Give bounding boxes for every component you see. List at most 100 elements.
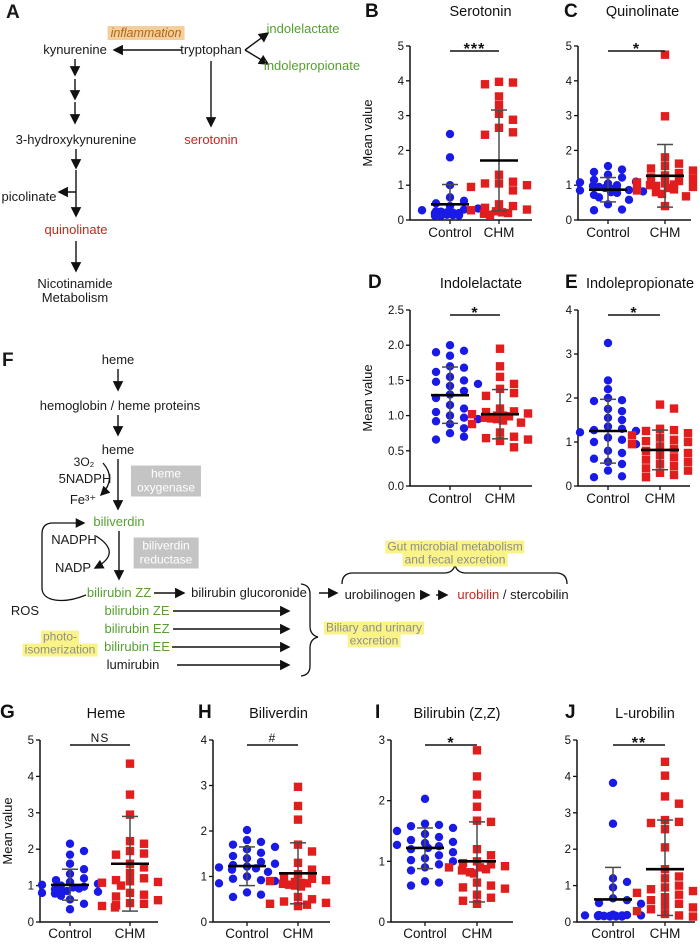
panel-B-chart: B Serotonin Mean value 0 1 2 3 4 5 Control CHM ***: [360, 1, 532, 240]
heme2-label: heme: [101, 442, 135, 457]
biliary-excretion-label1: Biliary and urinary: [323, 620, 425, 635]
svg-text:1.0: 1.0: [388, 411, 404, 423]
panel-H-xlabel-Control: Control: [225, 926, 269, 941]
panel-G-errorbar-Control: [51, 868, 89, 901]
svg-text:4: 4: [28, 771, 35, 783]
panel-C-sig-text: *: [633, 41, 640, 58]
svg-text:1: 1: [566, 180, 572, 192]
svg-text:3: 3: [379, 735, 385, 747]
panel-E-errorbar-Control: [589, 398, 627, 464]
panel-I-errorbar-CHM: [458, 821, 496, 903]
svg-text:3: 3: [566, 111, 572, 123]
panel-C-letter: C: [564, 1, 578, 22]
panel-D-sig-text: *: [471, 305, 478, 322]
bilirubin-glucoronide-label: bilirubin glucoronide: [191, 585, 307, 600]
panel-B-sig-text: ***: [464, 41, 486, 58]
panel-E-points-Control: [575, 338, 641, 482]
photoisomerization-label2: isomerization: [22, 642, 98, 657]
panel-D-errorbar-CHM: [481, 388, 519, 440]
svg-text:5: 5: [565, 735, 571, 747]
panel-G-errorbar-CHM: [111, 815, 149, 912]
svg-text:4: 4: [565, 771, 572, 783]
panel-C-errorbar-CHM: [646, 143, 684, 208]
panel-I-letter: I: [375, 702, 380, 723]
panel-B-xlabel-CHM: CHM: [484, 225, 515, 240]
svg-text:2: 2: [201, 826, 207, 838]
panel-B-errorbar-CHM: [480, 109, 518, 212]
panel-B-errorbar-Control: [431, 183, 469, 206]
panel-B-xlabel-Control: Control: [428, 225, 472, 240]
panel-C-errorbar-Control: [589, 176, 627, 203]
indolepropionate-label: indolepropionate: [263, 58, 361, 73]
panel-H-errorbar-Control: [228, 846, 266, 887]
svg-text:2: 2: [398, 145, 404, 157]
panel-J-title: L-urobilin: [615, 706, 675, 722]
panel-G-letter: G: [0, 702, 15, 723]
panel-D-xlabel-CHM: CHM: [485, 491, 516, 506]
svg-text:3: 3: [565, 808, 571, 820]
panel-I-chart: I Bilirubin (Z,Z) 0 1 2 3 Control CHM *: [375, 702, 513, 941]
svg-text:0: 0: [398, 215, 404, 227]
nadph5-label: 5NADPH: [58, 471, 112, 486]
panel-H-errorbar-CHM: [279, 842, 317, 905]
svg-text:4: 4: [201, 735, 208, 747]
panel-D-ylabel: Mean value: [360, 364, 375, 431]
svg-text:1: 1: [379, 856, 385, 868]
panel-E-letter: E: [565, 272, 578, 293]
hydroxykynurenine-label: 3-hydroxykynurenine: [15, 132, 137, 147]
heme-oxygenase-line2: oxygenase: [136, 480, 196, 494]
svg-text:1: 1: [398, 180, 404, 192]
svg-text:4: 4: [566, 305, 573, 317]
svg-text:5: 5: [566, 41, 572, 53]
svg-text:5: 5: [28, 735, 34, 747]
panel-G-title: Heme: [87, 706, 126, 722]
panel-H-sig-text: #: [269, 731, 277, 745]
urobilin-stercobilin-label: urobilin / stercobilin: [457, 588, 568, 602]
bilirubin-ez-label: bilirubin EZ: [104, 621, 170, 636]
svg-text:5: 5: [398, 41, 404, 53]
panel-J-chart: J L-urobilin 0 1 2 3 4 5 Control CHM **: [565, 702, 698, 941]
biliverdin-reductase-line2: reductase: [139, 552, 193, 566]
tryptophan-label: tryptophan: [180, 42, 242, 57]
panel-H-letter: H: [198, 702, 212, 723]
bilirubin-ze-label: bilirubin ZE: [104, 603, 170, 618]
svg-text:3: 3: [28, 808, 34, 820]
panel-I-sig-text: *: [447, 735, 454, 752]
serotonin-label: serotonin: [184, 132, 238, 147]
svg-text:0.5: 0.5: [388, 446, 404, 458]
biliverdin-label: biliverdin: [93, 514, 145, 529]
panel-H-points-Control: [214, 825, 280, 902]
svg-text:0: 0: [566, 481, 572, 493]
indolelactate-label: indolelactate: [266, 21, 340, 36]
urobilin-label: urobilin: [457, 587, 500, 602]
panel-E-chart: E Indolepropionate 0 1 2 3 4 Control CHM *: [565, 272, 694, 506]
panel-C-xlabel-Control: Control: [586, 225, 630, 240]
svg-text:2: 2: [566, 393, 572, 405]
heme-oxygenase-box: heme oxygenase: [130, 465, 202, 497]
panel-D-points-Control: [431, 341, 483, 444]
heme-oxygenase-line1: heme: [150, 466, 182, 481]
panel-D-errorbar-Control: [431, 366, 469, 425]
svg-text:0: 0: [565, 917, 571, 929]
panel-B-ylabel: Mean value: [360, 99, 375, 166]
panel-G-xlabel-Control: Control: [48, 926, 92, 941]
panel-J-letter: J: [565, 702, 576, 723]
bilirubin-ee-label: bilirubin EE: [104, 639, 170, 654]
panel-H-xlabel-CHM: CHM: [283, 926, 314, 941]
svg-text:2: 2: [379, 796, 385, 808]
panel-H-title: Biliverdin: [249, 706, 308, 722]
panel-J-errorbar-CHM: [646, 819, 684, 917]
svg-text:1: 1: [566, 437, 572, 449]
photoisomerization-label1: photo-: [40, 629, 80, 644]
panel-J-errorbar-Control: [594, 866, 632, 901]
panel-B-title: Serotonin: [449, 4, 511, 20]
panel-D-xlabel-Control: Control: [428, 491, 472, 506]
svg-text:0: 0: [566, 215, 572, 227]
svg-text:3: 3: [398, 111, 404, 123]
biliary-excretion-label2: excretion: [347, 633, 401, 648]
svg-text:2: 2: [565, 844, 571, 856]
svg-text:2.5: 2.5: [388, 305, 404, 317]
panel-f-letter: F: [2, 350, 14, 371]
panel-D-title: Indolelactate: [440, 276, 522, 292]
